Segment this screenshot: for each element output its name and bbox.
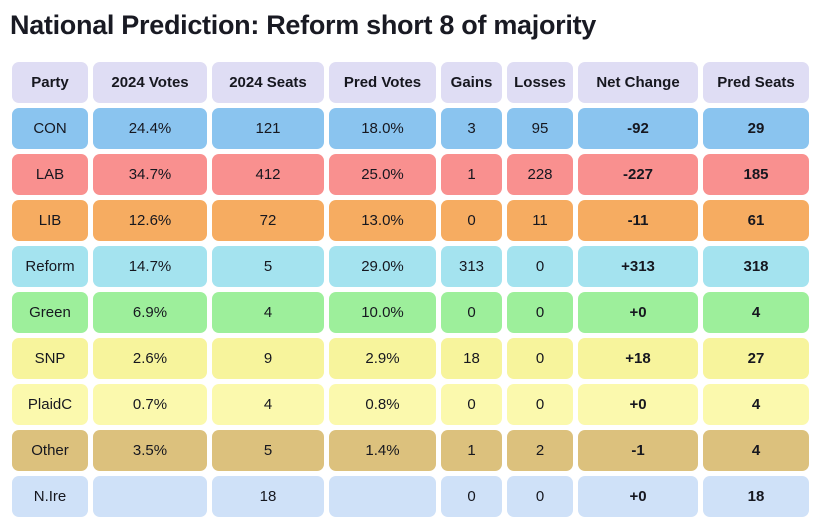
- cell-Reform-predSeats: 318: [703, 246, 809, 287]
- cell-Reform-gains: 313: [441, 246, 502, 287]
- cell-LAB-seats2024: 412: [212, 154, 324, 195]
- cell-LAB-netChange: -227: [578, 154, 698, 195]
- cell-PlaidC-seats2024: 4: [212, 384, 324, 425]
- cell-Other-gains: 1: [441, 430, 502, 471]
- cell-SNP-netChange: +18: [578, 338, 698, 379]
- cell-NIre-netChange: +0: [578, 476, 698, 517]
- cell-LAB-party: LAB: [12, 154, 88, 195]
- cell-PlaidC-gains: 0: [441, 384, 502, 425]
- cell-Reform-losses: 0: [507, 246, 573, 287]
- cell-Green-seats2024: 4: [212, 292, 324, 333]
- cell-LIB-gains: 0: [441, 200, 502, 241]
- cell-PlaidC-predVotes: 0.8%: [329, 384, 436, 425]
- cell-Reform-netChange: +313: [578, 246, 698, 287]
- cell-SNP-votes2024: 2.6%: [93, 338, 207, 379]
- column-header-party: Party: [12, 62, 88, 103]
- cell-Green-predSeats: 4: [703, 292, 809, 333]
- column-header-votes2024: 2024 Votes: [93, 62, 207, 103]
- cell-PlaidC-losses: 0: [507, 384, 573, 425]
- cell-Reform-party: Reform: [12, 246, 88, 287]
- cell-LAB-gains: 1: [441, 154, 502, 195]
- cell-LAB-losses: 228: [507, 154, 573, 195]
- cell-Reform-seats2024: 5: [212, 246, 324, 287]
- cell-LAB-predSeats: 185: [703, 154, 809, 195]
- cell-PlaidC-party: PlaidC: [12, 384, 88, 425]
- cell-PlaidC-predSeats: 4: [703, 384, 809, 425]
- cell-SNP-gains: 18: [441, 338, 502, 379]
- cell-Green-gains: 0: [441, 292, 502, 333]
- cell-Green-losses: 0: [507, 292, 573, 333]
- cell-Other-votes2024: 3.5%: [93, 430, 207, 471]
- cell-NIre-predVotes: [329, 476, 436, 517]
- cell-Green-party: Green: [12, 292, 88, 333]
- column-header-netChange: Net Change: [578, 62, 698, 103]
- cell-CON-netChange: -92: [578, 108, 698, 149]
- cell-SNP-predVotes: 2.9%: [329, 338, 436, 379]
- column-header-predVotes: Pred Votes: [329, 62, 436, 103]
- cell-SNP-losses: 0: [507, 338, 573, 379]
- cell-NIre-losses: 0: [507, 476, 573, 517]
- cell-NIre-votes2024: [93, 476, 207, 517]
- national-prediction-table: Party 2024 Votes 2024 Seats Pred Votes Gains…: [0, 62, 819, 517]
- cell-LAB-predVotes: 25.0%: [329, 154, 436, 195]
- cell-LIB-predSeats: 61: [703, 200, 809, 241]
- cell-NIre-seats2024: 18: [212, 476, 324, 517]
- cell-NIre-gains: 0: [441, 476, 502, 517]
- cell-Other-seats2024: 5: [212, 430, 324, 471]
- cell-Other-predVotes: 1.4%: [329, 430, 436, 471]
- cell-LIB-seats2024: 72: [212, 200, 324, 241]
- cell-CON-party: CON: [12, 108, 88, 149]
- cell-LIB-netChange: -11: [578, 200, 698, 241]
- cell-SNP-seats2024: 9: [212, 338, 324, 379]
- cell-Other-losses: 2: [507, 430, 573, 471]
- cell-Reform-votes2024: 14.7%: [93, 246, 207, 287]
- cell-SNP-predSeats: 27: [703, 338, 809, 379]
- cell-Green-netChange: +0: [578, 292, 698, 333]
- cell-LIB-votes2024: 12.6%: [93, 200, 207, 241]
- cell-CON-predSeats: 29: [703, 108, 809, 149]
- cell-Green-votes2024: 6.9%: [93, 292, 207, 333]
- cell-Other-predSeats: 4: [703, 430, 809, 471]
- column-header-gains: Gains: [441, 62, 502, 103]
- cell-Reform-predVotes: 29.0%: [329, 246, 436, 287]
- cell-CON-gains: 3: [441, 108, 502, 149]
- cell-LIB-losses: 11: [507, 200, 573, 241]
- cell-NIre-party: N.Ire: [12, 476, 88, 517]
- cell-LIB-predVotes: 13.0%: [329, 200, 436, 241]
- cell-LIB-party: LIB: [12, 200, 88, 241]
- cell-CON-seats2024: 121: [212, 108, 324, 149]
- cell-Green-predVotes: 10.0%: [329, 292, 436, 333]
- column-header-losses: Losses: [507, 62, 573, 103]
- cell-CON-votes2024: 24.4%: [93, 108, 207, 149]
- cell-CON-losses: 95: [507, 108, 573, 149]
- cell-CON-predVotes: 18.0%: [329, 108, 436, 149]
- cell-PlaidC-netChange: +0: [578, 384, 698, 425]
- cell-Other-party: Other: [12, 430, 88, 471]
- page-title: National Prediction: Reform short 8 of m…: [10, 10, 596, 40]
- cell-Other-netChange: -1: [578, 430, 698, 471]
- column-header-seats2024: 2024 Seats: [212, 62, 324, 103]
- column-header-predSeats: Pred Seats: [703, 62, 809, 103]
- cell-LAB-votes2024: 34.7%: [93, 154, 207, 195]
- cell-PlaidC-votes2024: 0.7%: [93, 384, 207, 425]
- cell-NIre-predSeats: 18: [703, 476, 809, 517]
- cell-SNP-party: SNP: [12, 338, 88, 379]
